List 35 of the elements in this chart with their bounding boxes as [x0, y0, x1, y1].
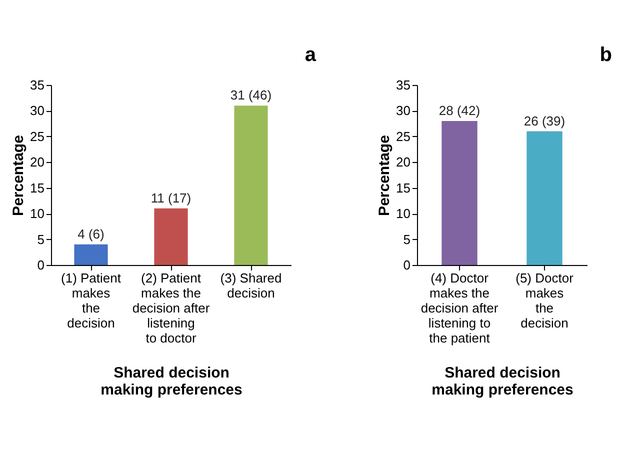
y-tick-label: 0: [403, 258, 410, 272]
x-tick-label: (2) Patient makes the decision after listening to doctor: [132, 270, 210, 346]
data-label: 28 (42): [438, 103, 480, 118]
data-label: 26 (39): [524, 113, 566, 128]
y-tick-label: 35: [396, 78, 410, 92]
data-label: 31 (46): [230, 88, 272, 103]
y-tick-label: 5: [403, 232, 410, 247]
y-tick-label: 0: [37, 258, 44, 272]
y-tick-label: 30: [396, 103, 410, 118]
x-tick-label: (1) Patient makes the decision: [61, 270, 122, 330]
text: a: [304, 44, 317, 66]
y-tick-label: 20: [396, 154, 410, 170]
y-tick-label: 25: [30, 128, 44, 144]
y-tick-label: 15: [30, 180, 44, 196]
y-tick-label: 10: [396, 206, 410, 222]
bar: [234, 106, 268, 265]
y-tick-label: 20: [30, 154, 44, 170]
data-label: 11 (17): [150, 190, 192, 206]
y-axis-title: Percentage: [376, 135, 394, 216]
y-tick-label: 15: [396, 180, 410, 196]
x-axis-title: Shared decision making preferences: [100, 364, 242, 398]
bar: [74, 244, 108, 265]
y-tick-label: 10: [30, 206, 44, 222]
y-axis-title: Percentage: [10, 135, 28, 216]
text: b: [600, 44, 612, 66]
x-axis-title: Shared decision making preferences: [432, 364, 574, 398]
y-tick-label: 5: [37, 232, 44, 247]
x-tick-label: (5) Doctor makes the decision: [516, 270, 574, 330]
y-tick-label: 30: [30, 103, 44, 118]
data-label: 4 (6): [78, 226, 104, 242]
y-tick-label: 25: [396, 128, 410, 144]
bar: [154, 208, 188, 265]
x-tick-label: (4) Doctor makes the decision after listening to the patient: [420, 270, 499, 346]
x-tick-label: (3) Shared decision: [220, 270, 282, 300]
y-tick-label: 35: [30, 78, 44, 92]
